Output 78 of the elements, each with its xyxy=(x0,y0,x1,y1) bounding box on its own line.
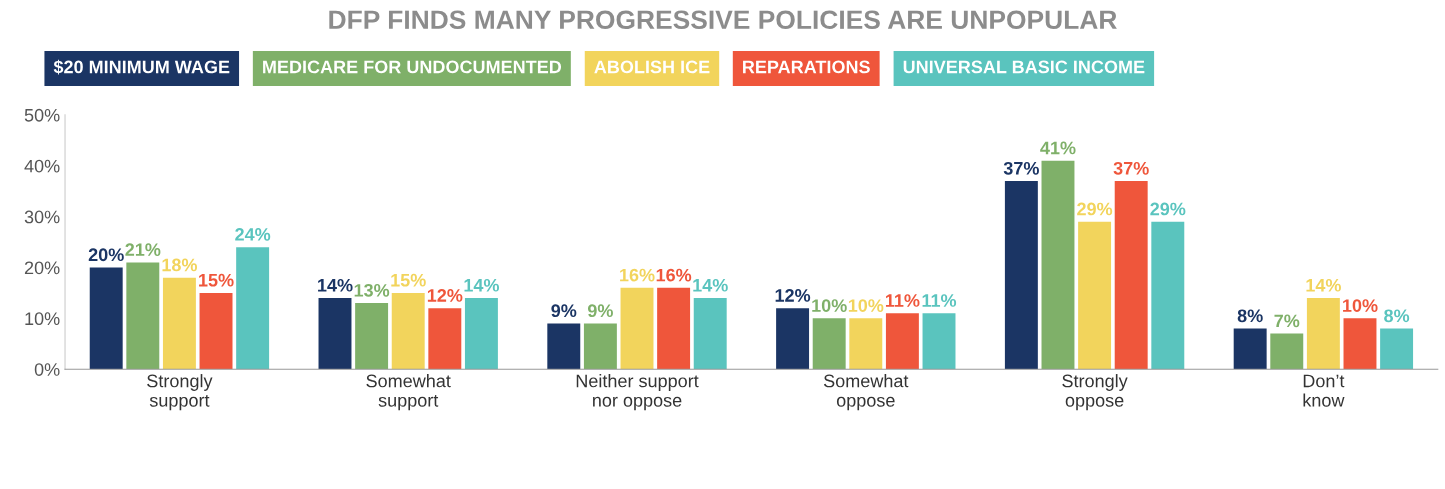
data-label: 15% xyxy=(199,273,234,287)
data-label: 13% xyxy=(354,283,390,297)
data-label: 14% xyxy=(318,278,353,292)
data-label: 21% xyxy=(125,243,161,257)
bar xyxy=(199,292,233,370)
bar xyxy=(812,318,846,370)
y-tick-label: 20% xyxy=(24,261,60,275)
bar xyxy=(1004,181,1038,370)
text: MEDICARE FOR UNDOCUMENTED xyxy=(263,60,562,74)
data-label: 14% xyxy=(693,278,728,292)
data-label: 12% xyxy=(775,289,811,302)
bar xyxy=(583,323,617,370)
bar xyxy=(236,247,270,370)
data-label: 20% xyxy=(88,248,124,262)
data-label: 11% xyxy=(885,294,920,307)
bar xyxy=(1114,181,1148,370)
text: $20 MINIMUM WAGE xyxy=(53,59,230,75)
y-tick-label: 30% xyxy=(24,210,60,224)
bar xyxy=(318,298,352,370)
data-label: 14% xyxy=(464,278,500,292)
data-label: 29% xyxy=(1077,202,1113,216)
x-tick-label: Strongly support xyxy=(147,374,213,411)
data-label: 41% xyxy=(1040,141,1076,155)
data-label: 16% xyxy=(620,268,655,282)
bar xyxy=(1151,221,1185,370)
bar xyxy=(428,308,462,370)
bar xyxy=(657,287,691,370)
bar xyxy=(126,262,160,370)
bar xyxy=(391,292,425,370)
x-tick-label: Strongly oppose xyxy=(1062,374,1128,411)
data-label: 18% xyxy=(162,258,198,272)
bar xyxy=(89,267,123,370)
data-label: 9% xyxy=(551,304,577,318)
data-label: 29% xyxy=(1150,202,1186,216)
x-tick-label: Neither support nor oppose xyxy=(576,374,699,411)
chart-title: DFP FINDS MANY PROGRESSIVE POLICIES ARE UNPOPULAR xyxy=(329,10,1117,30)
data-label: 7% xyxy=(1274,314,1300,328)
bar xyxy=(162,277,196,370)
bar xyxy=(620,287,654,370)
x-tick-label: Somewhat oppose xyxy=(823,374,909,411)
data-label: 37% xyxy=(1003,161,1039,175)
text: REPARATIONS xyxy=(743,60,870,74)
data-label: 37% xyxy=(1113,161,1149,175)
data-label: 8% xyxy=(1237,309,1263,323)
data-label: 14% xyxy=(1306,278,1341,292)
bar xyxy=(547,323,581,370)
bar xyxy=(1078,221,1112,370)
bar xyxy=(1380,328,1414,370)
bar xyxy=(1306,298,1340,370)
data-label: 12% xyxy=(427,289,463,302)
y-tick-label: 0% xyxy=(34,363,60,376)
data-label: 10% xyxy=(1343,299,1378,312)
text: ABOLISH ICE xyxy=(594,60,710,74)
bar xyxy=(776,308,810,370)
bar xyxy=(1041,160,1075,370)
x-tick-label: Don’t know xyxy=(1303,374,1345,407)
bar xyxy=(464,298,498,370)
bar xyxy=(1343,318,1377,370)
data-label: 9% xyxy=(587,304,613,318)
bar xyxy=(922,313,956,370)
data-label: 10% xyxy=(812,299,847,312)
bar xyxy=(693,298,727,370)
data-label: 24% xyxy=(235,228,271,241)
text: UNIVERSAL BASIC INCOME xyxy=(903,60,1145,74)
data-label: 15% xyxy=(391,273,426,287)
bar xyxy=(1270,333,1304,370)
bar xyxy=(885,313,919,370)
bar xyxy=(849,318,883,370)
data-label: 8% xyxy=(1384,309,1410,323)
y-tick-label: 50% xyxy=(24,108,60,122)
y-tick-label: 40% xyxy=(24,159,60,173)
bar xyxy=(355,303,389,370)
y-tick-label: 10% xyxy=(25,312,60,326)
data-label: 11% xyxy=(922,294,957,307)
data-label: 10% xyxy=(848,299,884,312)
x-tick-label: Somewhat support xyxy=(366,374,451,411)
data-label: 16% xyxy=(656,268,692,282)
bar xyxy=(1233,328,1267,370)
